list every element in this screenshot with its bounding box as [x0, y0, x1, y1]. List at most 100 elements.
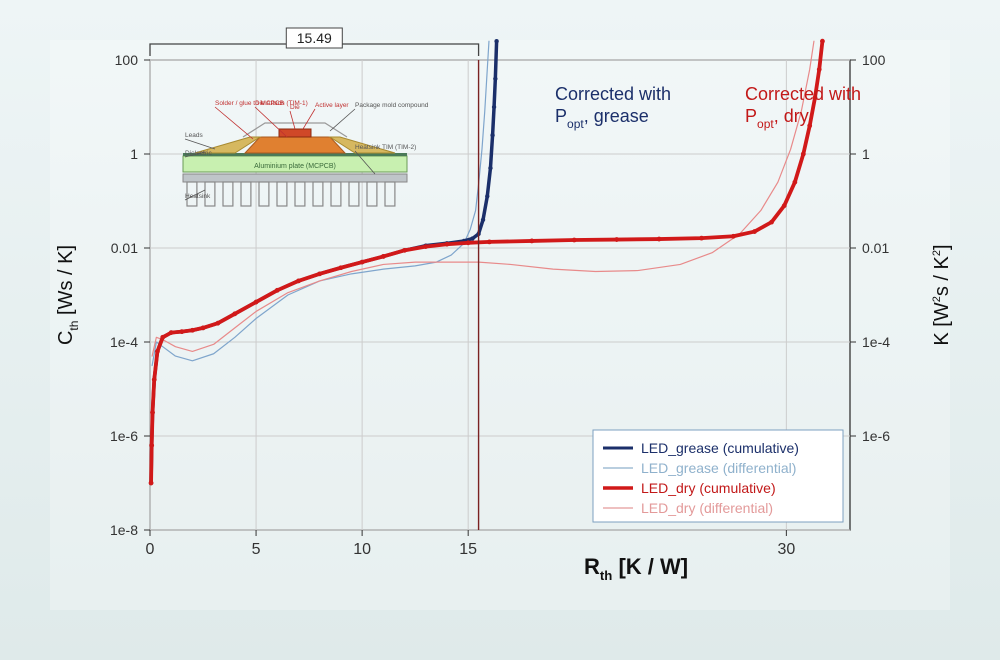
inset-heatsink-fin: [223, 182, 233, 206]
inset-leader: [330, 109, 355, 131]
series-marker: [470, 236, 474, 240]
ytick-right-label: 1e-4: [862, 334, 890, 350]
series-marker: [339, 265, 344, 270]
inset-label: Heatsink: [185, 193, 211, 200]
series-marker: [254, 300, 259, 305]
inset-leader: [215, 107, 253, 139]
inset-label: Heatsink TIM (TIM-2): [355, 144, 416, 151]
inset-heatsink-base: [183, 174, 407, 182]
inset-leader: [303, 109, 315, 129]
inset-submount: [245, 137, 345, 153]
series-marker: [215, 321, 220, 326]
series-marker: [275, 288, 280, 293]
series-marker: [657, 237, 662, 242]
inset-heatsink-fin: [259, 182, 269, 206]
y-left-title: Cth [Ws / K]: [55, 245, 81, 345]
inset-label: Leads: [185, 132, 203, 139]
inset-heatsink-fin: [277, 182, 287, 206]
series-marker: [152, 377, 157, 382]
inset-label: Dielectric: [185, 150, 212, 157]
ytick-left-label: 100: [115, 52, 139, 68]
inset-leader: [185, 139, 215, 149]
series-marker: [481, 218, 485, 222]
series-marker: [149, 443, 154, 448]
inset-die: [279, 129, 311, 137]
legend-label: LED_grease (cumulative): [641, 440, 799, 456]
inset-label: Active layer: [315, 102, 349, 109]
series-marker: [190, 328, 195, 333]
series-marker: [155, 349, 160, 354]
series-marker: [782, 203, 787, 208]
xtick-label: 30: [777, 541, 795, 558]
ytick-left-label: 1e-8: [110, 522, 138, 538]
series-marker: [201, 326, 206, 331]
series-marker: [614, 237, 619, 242]
series-marker: [381, 254, 386, 259]
chart-svg: 0 5 10 15 30 1e-8 1e-6 1e-4 0.01 1 100 1e-6 1e-4 0.01…: [0, 0, 1000, 660]
series-marker: [492, 105, 496, 109]
series-marker: [493, 77, 497, 81]
series-marker: [699, 236, 704, 241]
series-line: [152, 41, 489, 365]
series-marker: [423, 244, 428, 249]
marker-label-text: 15.49: [297, 30, 332, 46]
inset-heatsink-fin: [241, 182, 251, 206]
legend-label: LED_grease (differential): [641, 460, 796, 476]
inset-label: Solder / glue to MCPCB: [215, 100, 284, 107]
inset-heatsink-fin: [331, 182, 341, 206]
series-marker: [572, 238, 577, 243]
annotation-line1: Corrected with: [555, 84, 671, 104]
annotation-line2: Popt, dry: [745, 106, 809, 131]
series-marker: [445, 242, 450, 247]
legend-label: LED_dry (cumulative): [641, 480, 776, 496]
series-marker: [232, 311, 237, 316]
ytick-left-label: 1e-6: [110, 428, 138, 444]
series-marker: [488, 166, 492, 170]
series-marker: [529, 239, 534, 244]
inset-heatsink-fin: [313, 182, 323, 206]
inset-label: Package mold compound: [355, 102, 429, 109]
legend-label: LED_dry (differential): [641, 500, 773, 516]
series-marker: [360, 260, 365, 265]
series-marker: [487, 239, 492, 244]
annotation-line1: Corrected with: [745, 84, 861, 104]
series-marker: [160, 335, 165, 340]
series-marker: [466, 240, 471, 245]
ytick-right-label: 1e-6: [862, 428, 890, 444]
series-marker: [494, 39, 498, 43]
inset-heatsink-fin: [349, 182, 359, 206]
series-marker: [817, 67, 822, 72]
series-marker: [150, 410, 155, 415]
inset-heatsink-fin: [295, 182, 305, 206]
y-right-title: K [W2s / K2]: [931, 244, 953, 345]
series-marker: [731, 234, 736, 239]
series-marker: [169, 330, 174, 335]
ytick-right-label: 1: [862, 146, 870, 162]
series-marker: [792, 180, 797, 185]
ytick-left-label: 1e-4: [110, 334, 138, 350]
inset-heatsink-fin: [385, 182, 395, 206]
series-marker: [296, 279, 301, 284]
ytick-right-label: 0.01: [862, 240, 889, 256]
series-marker: [485, 194, 489, 198]
series-marker: [820, 39, 825, 44]
inset-heatsink-fin: [367, 182, 377, 206]
inset-leader: [290, 111, 295, 129]
x-axis-title: Rth [K / W]: [584, 554, 688, 583]
ytick-left-label: 1: [130, 146, 138, 162]
series-marker: [179, 329, 184, 334]
xtick-label: 0: [146, 541, 155, 558]
series-marker: [149, 481, 154, 486]
series-marker: [402, 248, 407, 253]
series-marker: [317, 271, 322, 276]
series-marker: [801, 152, 806, 157]
xtick-label: 15: [459, 541, 477, 558]
annotation-line2: Popt, grease: [555, 106, 649, 131]
xtick-label: 10: [353, 541, 371, 558]
series-marker: [752, 229, 757, 234]
ytick-left-label: 0.01: [111, 240, 138, 256]
inset-mcpcb-label: Aluminium plate (MCPCB): [254, 163, 336, 170]
ytick-right-label: 100: [862, 52, 886, 68]
xtick-label: 5: [252, 541, 261, 558]
series-marker: [769, 220, 774, 225]
